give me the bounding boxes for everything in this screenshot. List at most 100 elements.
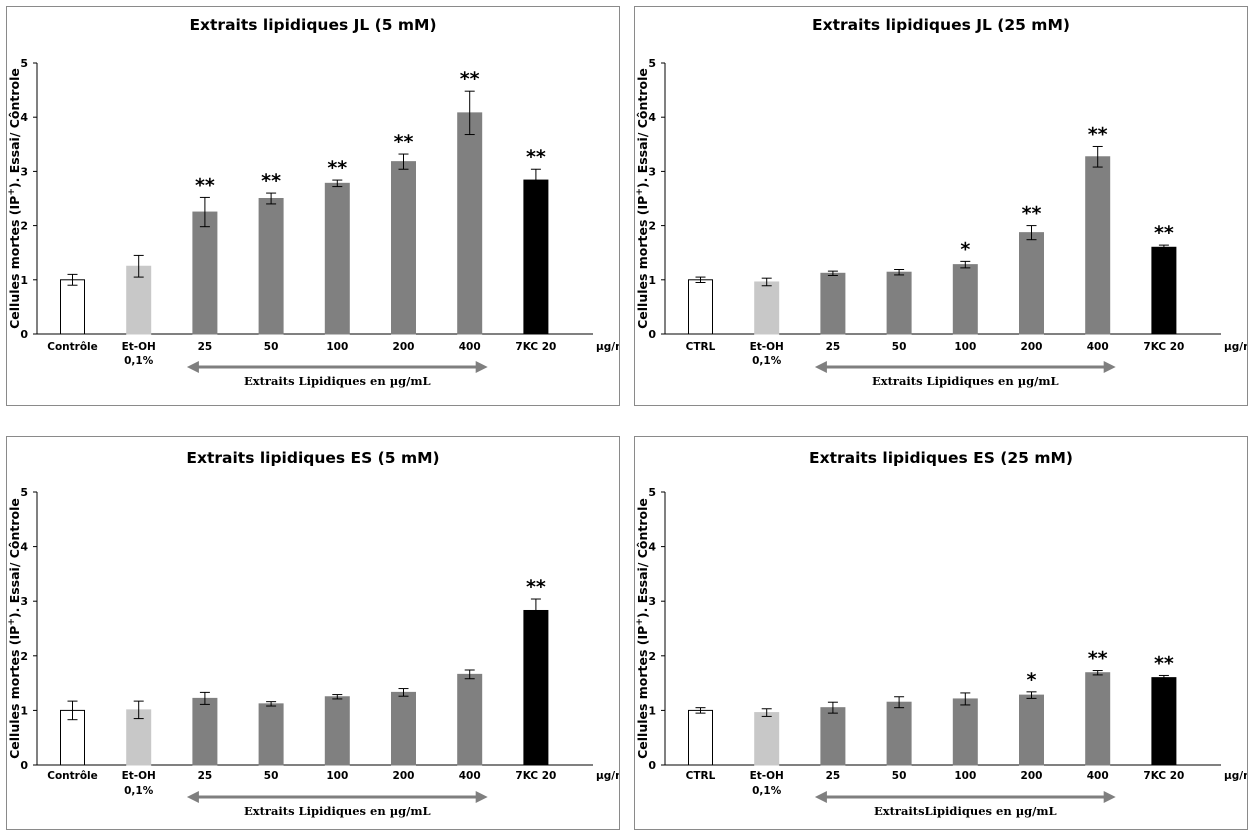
y-tick-label: 5 [20,57,28,70]
category-label: 0,1% [124,785,154,797]
chart-title: Extraits lipidiques ES (5 mM) [186,449,439,467]
significance-label: ** [526,576,546,598]
x-axis-label: ExtraitsLipidiques en µg/mL [874,804,1057,818]
y-tick-label: 0 [648,759,656,772]
category-label: 25 [198,341,213,353]
bar [60,279,85,335]
chart-svg: Extraits lipidiques JL (5 mM) Cellules mo… [7,16,619,388]
category-label: 7KC 20 [515,770,556,782]
chart-panel-es-25mm: Extraits lipidiques ES (25 mM) Cellules m… [634,436,1248,830]
arrow-head-left [186,791,199,803]
arrow-head-left [814,361,827,373]
y-tick-label: 1 [20,274,28,287]
bar [1151,246,1177,335]
y-tick-label: 2 [20,220,28,233]
category-label: Contrôle [47,770,98,782]
bar [324,696,350,766]
y-tick-label: 4 [20,111,28,124]
chart-svg: Extraits lipidiques JL (25 mM) Cellules m… [635,16,1247,388]
category-label: 0,1% [752,355,782,367]
category-label: Et-OH [750,770,784,782]
category-label: 7KC 20 [1143,341,1184,353]
significance-label: ** [195,174,215,196]
y-tick-label: 3 [20,165,28,178]
bar [523,179,549,335]
bar [820,272,846,335]
bar [754,712,780,766]
bar [688,279,713,335]
arrow-head-left [186,361,199,373]
bar [820,707,846,766]
category-label: 400 [1087,770,1109,782]
y-tick-label: 1 [648,704,656,717]
y-axis-label: Cellules mortes (IP+). Essai/ Côntrole [7,68,22,329]
category-label: 400 [459,770,481,782]
category-label: Contrôle [47,341,98,353]
bar [192,697,218,766]
chart-title: Extraits lipidiques JL (5 mM) [189,16,436,34]
category-label: 200 [393,341,415,353]
significance-label: ** [327,157,347,179]
bar [1085,672,1111,766]
category-label: CTRL [686,770,716,782]
category-label: 7KC 20 [515,341,556,353]
arrow-head-right [475,361,488,373]
y-axis-label: Cellules mortes (IP+). Essai/ Côntrole [635,498,650,759]
significance-label: ** [1154,222,1174,244]
bar [258,703,284,766]
category-label: 0,1% [124,355,154,367]
y-tick-label: 0 [20,328,28,341]
significance-label: ** [261,170,281,192]
category-label: 50 [264,341,279,353]
bar [886,271,912,335]
category-label: 400 [459,341,481,353]
y-tick-label: 2 [20,650,28,663]
y-tick-label: 3 [648,165,656,178]
y-tick-label: 1 [20,704,28,717]
arrow-head-right [1103,361,1116,373]
chart-panel-jl-25mm: Extraits lipidiques JL (25 mM) Cellules m… [634,6,1248,406]
category-label: Et-OH [122,341,156,353]
x-axis-label: Extraits Lipidiques en µg/mL [244,374,431,388]
significance-label: ** [1088,648,1108,670]
y-tick-label: 2 [648,650,656,663]
bar [886,701,912,766]
category-label: Et-OH [122,770,156,782]
bar [324,182,350,335]
y-tick-label: 2 [648,220,656,233]
bar [523,609,549,766]
category-label: 100 [326,341,348,353]
bar [952,264,978,335]
y-tick-label: 4 [20,541,28,554]
category-label: 100 [326,770,348,782]
bar [1151,677,1177,766]
x-unit-label: µg/mL [596,341,619,353]
category-label: 100 [954,770,976,782]
chart-svg: Extraits lipidiques ES (25 mM) Cellules m… [635,449,1247,818]
category-label: 200 [393,770,415,782]
category-label: CTRL [686,341,716,353]
significance-label: ** [526,146,546,168]
category-label: 25 [826,341,841,353]
bar [1085,156,1111,335]
x-axis-label: Extraits Lipidiques en µg/mL [244,804,431,818]
y-tick-label: 3 [20,595,28,608]
category-label: 400 [1087,341,1109,353]
x-unit-label: µg/mL [596,770,619,782]
chart-panel-jl-5mm: Extraits lipidiques JL (5 mM) Cellules mo… [6,6,620,406]
category-label: 200 [1021,341,1043,353]
category-label: 25 [198,770,213,782]
category-label: 7KC 20 [1143,770,1184,782]
bar [391,691,416,766]
y-tick-label: 4 [648,111,656,124]
category-label: 25 [826,770,841,782]
bar [192,211,218,335]
y-tick-label: 4 [648,541,656,554]
x-unit-label: µg/mL [1224,770,1247,782]
y-tick-label: 1 [648,274,656,287]
category-label: 100 [954,341,976,353]
category-label: 0,1% [752,785,782,797]
y-tick-label: 0 [20,759,28,772]
y-tick-label: 5 [648,57,656,70]
bar [391,161,416,335]
